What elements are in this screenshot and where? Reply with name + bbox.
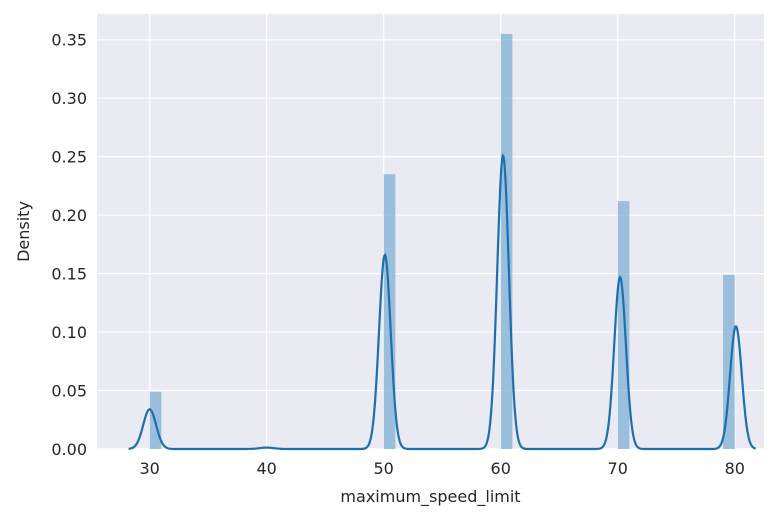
histogram-bar	[617, 201, 630, 449]
y-tick-label: 0.20	[51, 206, 87, 225]
x-tick-label: 60	[491, 459, 511, 478]
x-tick-label: 50	[374, 459, 394, 478]
x-tick-label: 80	[725, 459, 745, 478]
y-tick-labels: 0.00 0.05 0.10 0.15 0.20 0.25 0.30 0.35	[51, 31, 87, 459]
x-tick-label: 70	[608, 459, 628, 478]
y-tick-label: 0.10	[51, 323, 87, 342]
histogram-bar	[723, 274, 735, 449]
plot-area	[97, 14, 764, 449]
y-axis-label: Density	[14, 201, 33, 262]
y-tick-label: 0.30	[51, 89, 87, 108]
y-tick-label: 0.35	[51, 31, 87, 50]
y-tick-label: 0.00	[51, 440, 87, 459]
x-axis-label: maximum_speed_limit	[340, 487, 520, 507]
y-tick-label: 0.15	[51, 265, 87, 284]
x-tick-label: 30	[139, 459, 159, 478]
x-tick-labels: 30 40 50 60 70 80	[139, 459, 744, 478]
y-tick-label: 0.05	[51, 382, 87, 401]
y-tick-label: 0.25	[51, 148, 87, 167]
x-tick-label: 40	[256, 459, 276, 478]
histogram-bar	[500, 33, 513, 450]
kde-curve	[128, 153, 757, 451]
